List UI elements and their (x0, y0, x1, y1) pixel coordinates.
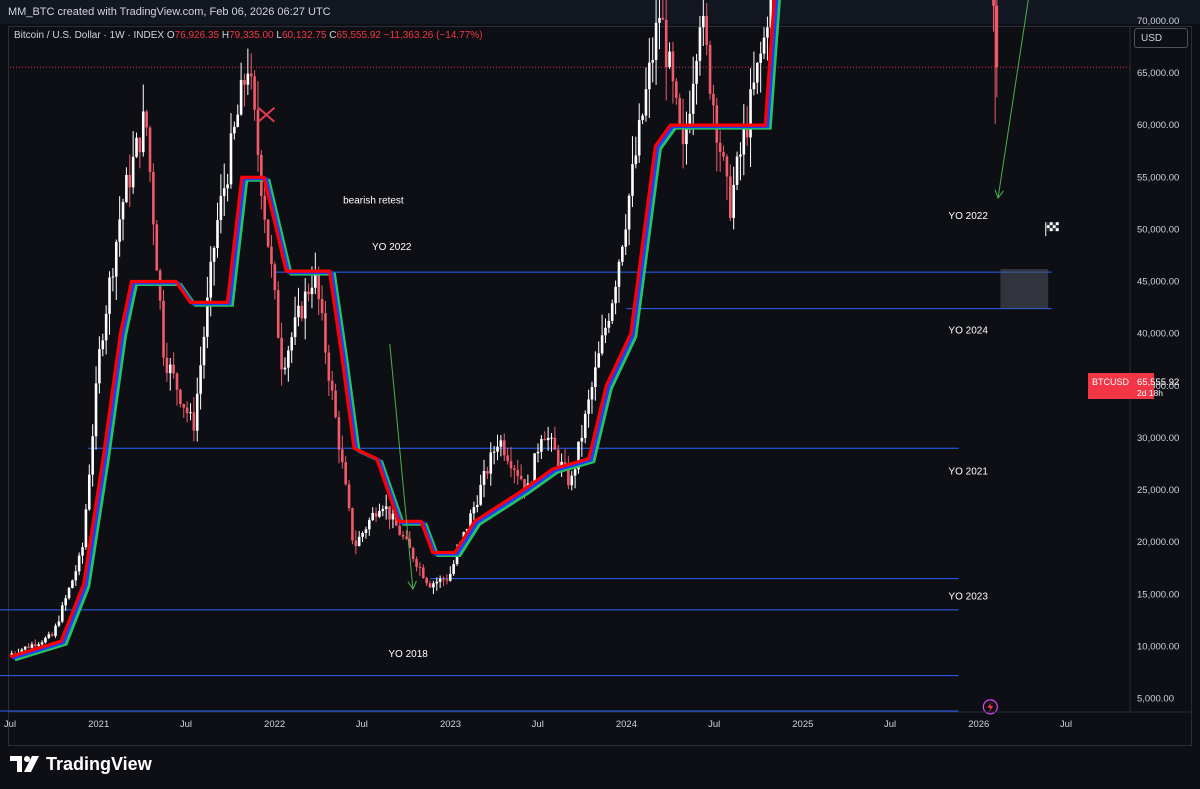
tradingview-logo-icon (10, 756, 39, 772)
open-value: 76,926.35 (174, 30, 220, 41)
change-value: −11,363.26 (−14.77%) (383, 30, 483, 41)
high-value: 79,335.00 (229, 30, 274, 41)
brand-name: TradingView (46, 753, 152, 774)
chart-frame[interactable] (8, 26, 1192, 746)
ohlc-legend: Bitcoin / U.S. Dollar · 1W · INDEX O76,9… (14, 30, 483, 41)
symbol-label[interactable]: Bitcoin / U.S. Dollar · 1W · INDEX (14, 30, 165, 41)
chart-header: MM_BTC created with TradingView.com, Feb… (0, 0, 1200, 24)
close-value: 65,555.92 (336, 30, 381, 41)
chart-title: MM_BTC created with TradingView.com, Feb… (8, 6, 331, 18)
brand-logo[interactable]: TradingView (10, 752, 152, 776)
open-label: O (166, 30, 175, 41)
low-value: 60,132.75 (281, 30, 327, 41)
currency-button[interactable]: USD (1134, 28, 1188, 48)
